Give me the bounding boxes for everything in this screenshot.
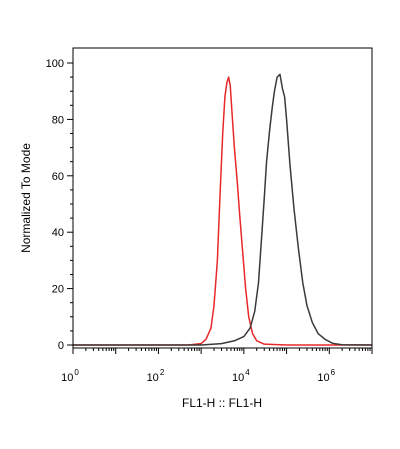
y-tick-label: 40 — [52, 227, 64, 239]
series-line-1 — [73, 73, 373, 346]
plot-frame — [72, 47, 373, 349]
y-tick-label: 80 — [52, 114, 64, 126]
y-tick-label: 0 — [58, 340, 64, 352]
x-tick-label: 102 — [147, 368, 165, 384]
series-line-0 — [73, 76, 372, 346]
y-axis: 0 20 40 60 80 100 — [46, 58, 73, 352]
x-tick-label: 100 — [61, 368, 79, 384]
x-axis: 100 102 104 106 — [61, 348, 373, 384]
x-tick-label: 106 — [317, 368, 335, 384]
y-tick-label: 60 — [52, 171, 64, 183]
x-axis-title: FL1-H :: FL1-H — [182, 396, 262, 410]
y-axis-title: Normalized To Mode — [19, 143, 33, 253]
plot-series-group — [73, 73, 373, 346]
x-tick-label: 104 — [232, 368, 250, 384]
y-tick-label: 100 — [46, 58, 64, 70]
y-tick-label: 20 — [52, 284, 64, 296]
